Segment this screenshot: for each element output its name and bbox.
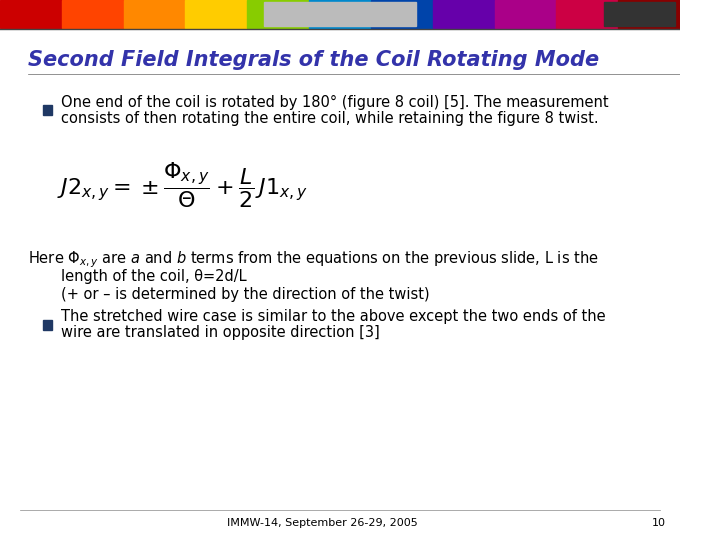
Bar [605, 2, 675, 26]
Bar [42, 105, 52, 115]
Bar [557, 0, 618, 28]
Bar [62, 0, 124, 28]
Bar [495, 0, 557, 28]
Bar [309, 0, 371, 28]
Bar [433, 0, 495, 28]
Text: 10: 10 [652, 518, 666, 528]
Text: The stretched wire case is similar to the above except the two ends of the: The stretched wire case is similar to th… [61, 309, 606, 325]
Bar [264, 2, 415, 26]
Text: (+ or – is determined by the direction of the twist): (+ or – is determined by the direction o… [61, 287, 430, 301]
Text: length of the coil, θ=2d/L: length of the coil, θ=2d/L [61, 269, 247, 285]
Bar [618, 0, 680, 28]
Text: $J2_{x,y} = \pm \dfrac{\Phi_{x,y}}{\Theta} + \dfrac{L}{2}\,J1_{x,y}$: $J2_{x,y} = \pm \dfrac{\Phi_{x,y}}{\Thet… [57, 160, 307, 210]
Bar [42, 320, 52, 330]
Text: Here $\Phi_{x,y}$ are $a$ and $b$ terms from the equations on the previous slide: Here $\Phi_{x,y}$ are $a$ and $b$ terms … [28, 249, 599, 271]
Bar [247, 0, 309, 28]
Bar [186, 0, 247, 28]
Bar [124, 0, 186, 28]
Bar [371, 0, 433, 28]
Bar [0, 0, 62, 28]
Text: IMMW-14, September 26-29, 2005: IMMW-14, September 26-29, 2005 [227, 518, 418, 528]
Text: Second Field Integrals of the Coil Rotating Mode: Second Field Integrals of the Coil Rotat… [28, 50, 600, 70]
Text: One end of the coil is rotated by 180° (figure 8 coil) [5]. The measurement: One end of the coil is rotated by 180° (… [61, 94, 609, 110]
Text: consists of then rotating the entire coil, while retaining the figure 8 twist.: consists of then rotating the entire coi… [61, 111, 599, 125]
Text: wire are translated in opposite direction [3]: wire are translated in opposite directio… [61, 326, 380, 341]
